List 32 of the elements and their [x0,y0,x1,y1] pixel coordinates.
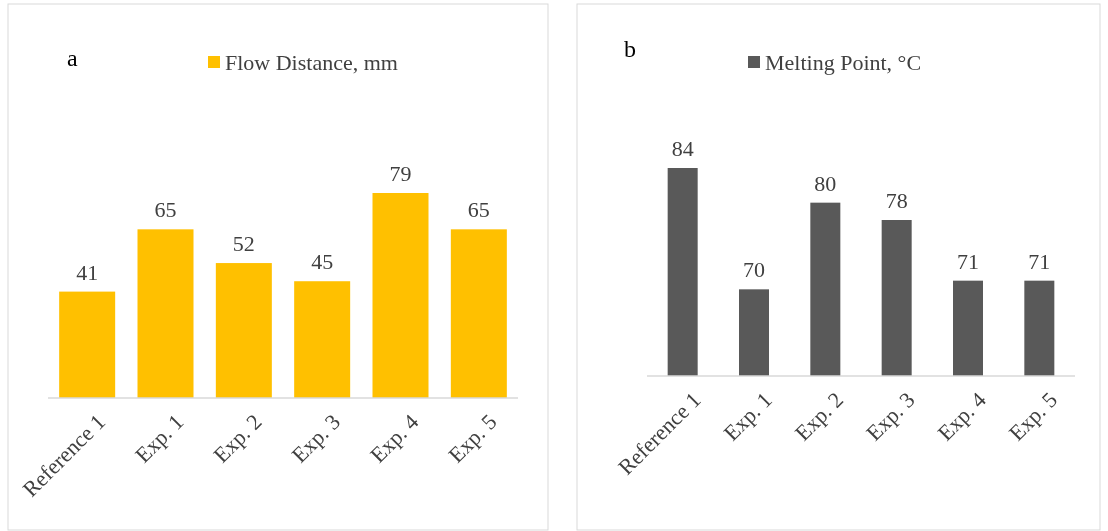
data-label: 84 [671,136,694,161]
legend-label: Melting Point, °C [765,49,922,75]
x-tick-label: Exp. 4 [932,387,991,446]
x-tick-label: Exp. 5 [443,409,502,468]
data-label: 80 [814,170,837,196]
data-label: 52 [232,231,255,257]
data-label: 71 [957,248,979,274]
data-label: 78 [885,188,908,213]
bar [450,229,507,398]
data-label: 79 [389,161,412,186]
x-tick-label: Exp. 5 [1003,387,1063,446]
x-tick-label: Exp. 1 [718,387,777,446]
data-label: 41 [76,259,99,285]
bar [294,281,351,398]
data-label: 65 [154,197,177,223]
chart-title: a [67,45,78,71]
x-tick-label: Exp. 2 [789,387,849,446]
x-tick-label: Exp. 3 [286,409,346,468]
data-label: 70 [743,257,765,283]
x-tick-label: Exp. 3 [861,387,920,446]
data-label: 71 [1028,248,1051,274]
x-tick-label: Exp. 1 [130,409,189,468]
chart-title: b [624,36,636,62]
data-label: 45 [311,249,334,275]
bar [372,193,429,398]
bar [137,229,194,398]
x-tick-label: Exp. 4 [365,409,424,468]
bar [215,263,272,398]
bar [59,291,116,398]
legend-label: Flow Distance, mm [225,49,398,75]
data-label: 65 [467,197,490,223]
x-tick-label: Exp. 2 [208,409,267,468]
